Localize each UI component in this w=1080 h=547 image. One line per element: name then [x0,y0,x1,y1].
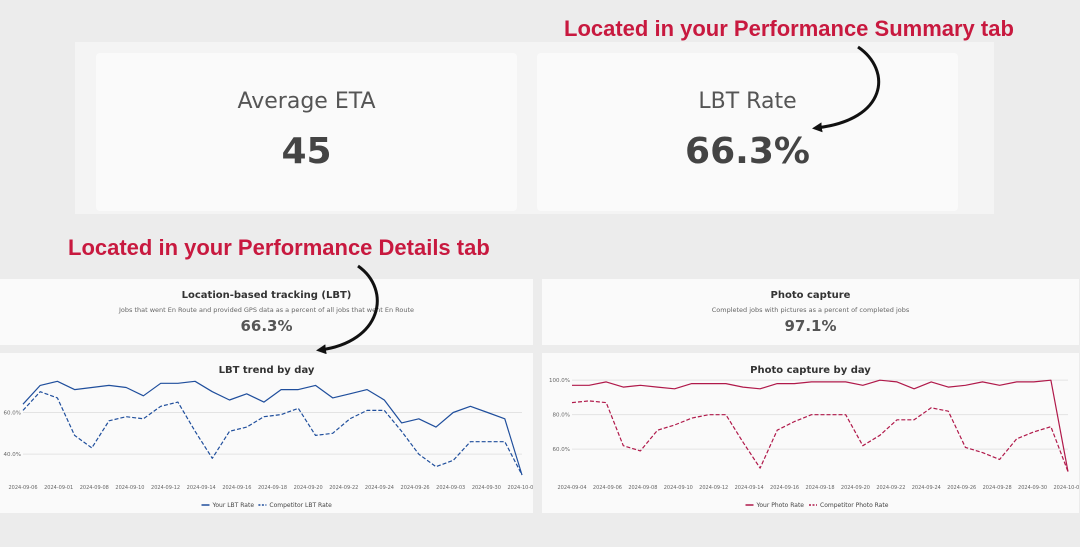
lbt-rate-card: LBT Rate 66.3% [537,53,958,211]
series-line-1 [22,380,523,476]
x-tick-label: 2024-09-08 [628,485,657,491]
callout-details-tab: Located in your Performance Details tab [68,235,490,260]
x-tick-label: 2024-09-06 [8,485,37,491]
y-tick-label: 60.0% [553,447,570,453]
legend-label-1: Your Photo Rate [756,502,805,509]
x-tick-label: 2024-10-02 [1053,485,1079,491]
lbt-metric-title: Location-based tracking (LBT) [181,290,352,301]
lbt-metric-description: Jobs that went En Route and provided GPS… [118,306,415,314]
x-tick-label: 2024-09-10 [115,485,144,491]
x-tick-label: 2024-09-26 [401,485,430,491]
photo-metric-description: Completed jobs with pictures as a percen… [711,306,910,314]
average-eta-value: 45 [281,131,332,172]
x-tick-label: 2024-09-12 [699,485,728,491]
x-tick-label: 2024-09-22 [876,485,905,491]
x-tick-label: 2024-09-18 [805,485,834,491]
x-tick-label: 2024-10-02 [507,485,533,491]
x-tick-label: 2024-09-10 [664,485,693,491]
x-tick-label: 2024-09-04 [557,485,586,491]
lbt-trend-chart-card: LBT trend by day 40.0% 60.0% 2024-09-06 2024… [0,353,533,513]
photo-metric-card: Photo capture Completed jobs with pictur… [542,279,1079,345]
chart-title: LBT trend by day [219,365,315,376]
x-tick-label: 2024-09-30 [472,485,501,491]
chart-title: Photo capture by day [750,365,871,376]
x-tick-label: 2024-09-14 [187,485,216,491]
x-tick-label: 2024-09-16 [770,485,799,491]
y-tick-label: 100.0% [549,378,570,384]
lbt-metric-value: 66.3% [240,317,293,335]
x-tick-label: 2024-09-26 [947,485,976,491]
photo-capture-chart: Photo capture by day 60.0% 80.0% 100.0% 2024… [549,365,1079,509]
lbt-rate-value: 66.3% [685,131,810,172]
lbt-trend-chart: LBT trend by day 40.0% 60.0% 2024-09-06 2024… [4,365,533,509]
x-tick-label: 2024-09-24 [365,485,394,491]
x-tick-label: 2024-09-14 [735,485,764,491]
series-line-2 [22,391,523,476]
x-tick-label: 2024-09-18 [258,485,287,491]
callout-summary-tab: Located in your Performance Summary tab [564,16,1014,41]
photo-metric-title: Photo capture [770,290,851,301]
legend-label-2: Competitor LBT Rate [269,502,332,509]
x-tick-label: 2024-09-30 [1018,485,1047,491]
x-tick-label: 2024-09-08 [80,485,109,491]
lbt-rate-label: LBT Rate [698,89,797,114]
x-tick-label: 2024-09-01 [44,485,73,491]
x-tick-label: 2024-09-20 [294,485,323,491]
x-tick-label: 2024-09-03 [436,485,465,491]
x-tick-label: 2024-09-20 [841,485,870,491]
average-eta-card: Average ETA 45 [96,53,517,211]
x-tick-label: 2024-09-12 [151,485,180,491]
lbt-metric-card: Location-based tracking (LBT) Jobs that … [0,279,533,345]
legend-label-1: Your LBT Rate [212,502,255,509]
x-tick-label: 2024-09-06 [593,485,622,491]
average-eta-label: Average ETA [237,89,376,114]
photo-metric-value: 97.1% [784,317,837,335]
y-tick-label: 80.0% [553,413,570,419]
x-tick-label: 2024-09-16 [222,485,251,491]
x-tick-label: 2024-09-28 [983,485,1012,491]
series-line-1 [572,379,1069,472]
photo-capture-chart-card: Photo capture by day 60.0% 80.0% 100.0% 2024… [542,353,1079,513]
x-tick-label: 2024-09-22 [329,485,358,491]
y-tick-label: 60.0% [4,411,21,417]
x-tick-label: 2024-09-24 [912,485,941,491]
series-line-2 [571,400,1069,472]
y-tick-label: 40.0% [4,452,21,458]
legend-label-2: Competitor Photo Rate [820,502,889,509]
